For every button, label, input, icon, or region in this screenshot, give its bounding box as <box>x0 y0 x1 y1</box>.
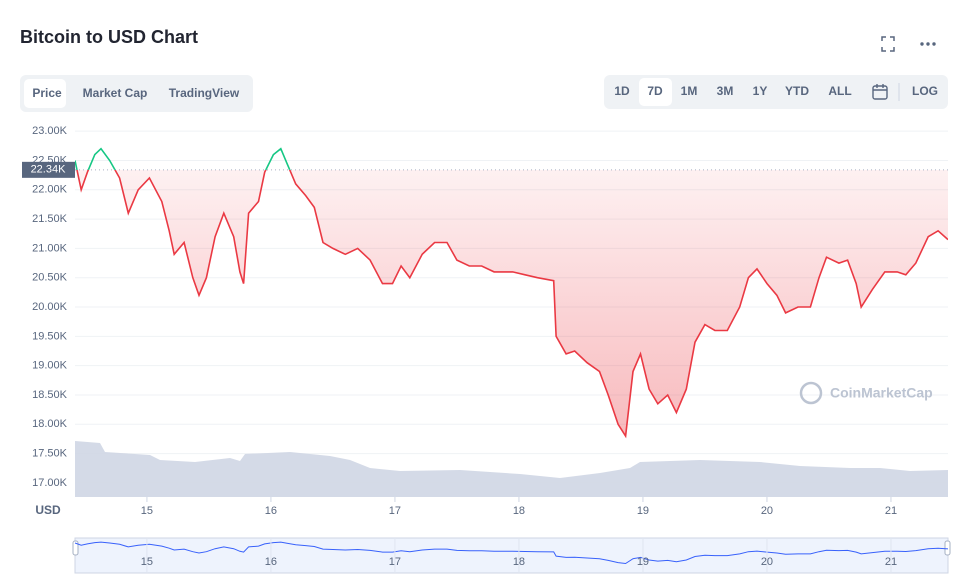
range-button[interactable]: 1D <box>614 84 630 98</box>
navigator-handle[interactable] <box>72 540 79 556</box>
tab[interactable]: Market Cap <box>83 86 148 100</box>
tab[interactable]: Price <box>32 86 62 100</box>
range-selected <box>639 78 672 106</box>
title: Bitcoin to USD Chart <box>20 27 198 47</box>
navigator-tick-label: 16 <box>265 556 277 568</box>
y-tick-label: 21.50K <box>32 213 68 225</box>
navigator-tick-label: 17 <box>389 556 401 568</box>
x-tick-label: 21 <box>885 505 897 517</box>
y-tick-label: 18.50K <box>32 389 68 401</box>
navigator-tick-label: 20 <box>761 556 773 568</box>
y-tick-label: 19.50K <box>32 330 68 342</box>
x-tick-label: 15 <box>141 505 153 517</box>
tab[interactable]: TradingView <box>169 86 240 100</box>
range-button[interactable]: 7D <box>647 84 663 98</box>
log-button[interactable]: LOG <box>912 84 938 98</box>
fullscreen-icon[interactable] <box>881 36 895 52</box>
y-tick-label: 20.00K <box>32 301 68 313</box>
range-button[interactable]: 1M <box>681 84 698 98</box>
y-tick-label: 22.00K <box>32 184 68 196</box>
y-tick-label: 20.50K <box>32 272 68 284</box>
navigator-tick-label: 21 <box>885 556 897 568</box>
range-button[interactable]: 3M <box>717 84 734 98</box>
y-tick-label: 17.00K <box>32 477 68 489</box>
calendar-icon[interactable] <box>872 84 888 100</box>
navigator-tick-label: 15 <box>141 556 153 568</box>
tab-group <box>20 75 253 112</box>
volume-area <box>75 441 948 497</box>
y-tick-label: 17.50K <box>32 448 68 460</box>
y-tick-label: 23.00K <box>32 125 68 137</box>
x-tick-label: 16 <box>265 505 277 517</box>
x-tick-label: 19 <box>637 505 649 517</box>
navigator-tick-label: 18 <box>513 556 525 568</box>
watermark-text: CoinMarketCap <box>830 385 933 401</box>
x-tick-label: 17 <box>389 505 401 517</box>
y-tick-label: 18.00K <box>32 418 68 430</box>
price-line-down <box>76 169 948 439</box>
watermark: CoinMarketCap <box>799 381 933 405</box>
price-area <box>75 169 948 436</box>
range-button[interactable]: ALL <box>828 84 851 98</box>
y-tick-label: 21.00K <box>32 242 68 254</box>
navigator-line <box>74 541 949 565</box>
navigator <box>74 537 949 574</box>
y-tick-label: 19.00K <box>32 360 68 372</box>
range-group <box>604 75 948 109</box>
range-button[interactable]: 1Y <box>753 84 768 98</box>
x-tick-label: 20 <box>761 505 773 517</box>
range-button[interactable]: YTD <box>785 84 809 98</box>
axis-unit: USD <box>35 503 61 517</box>
navigator-handle[interactable] <box>944 540 951 556</box>
x-tick-label: 18 <box>513 505 525 517</box>
reference-badge <box>22 161 75 178</box>
navigator-tick-label: 19 <box>637 556 649 568</box>
tab-selected <box>24 79 66 108</box>
more-icon[interactable] <box>920 42 936 46</box>
reference-label: 22.34K <box>31 164 67 176</box>
